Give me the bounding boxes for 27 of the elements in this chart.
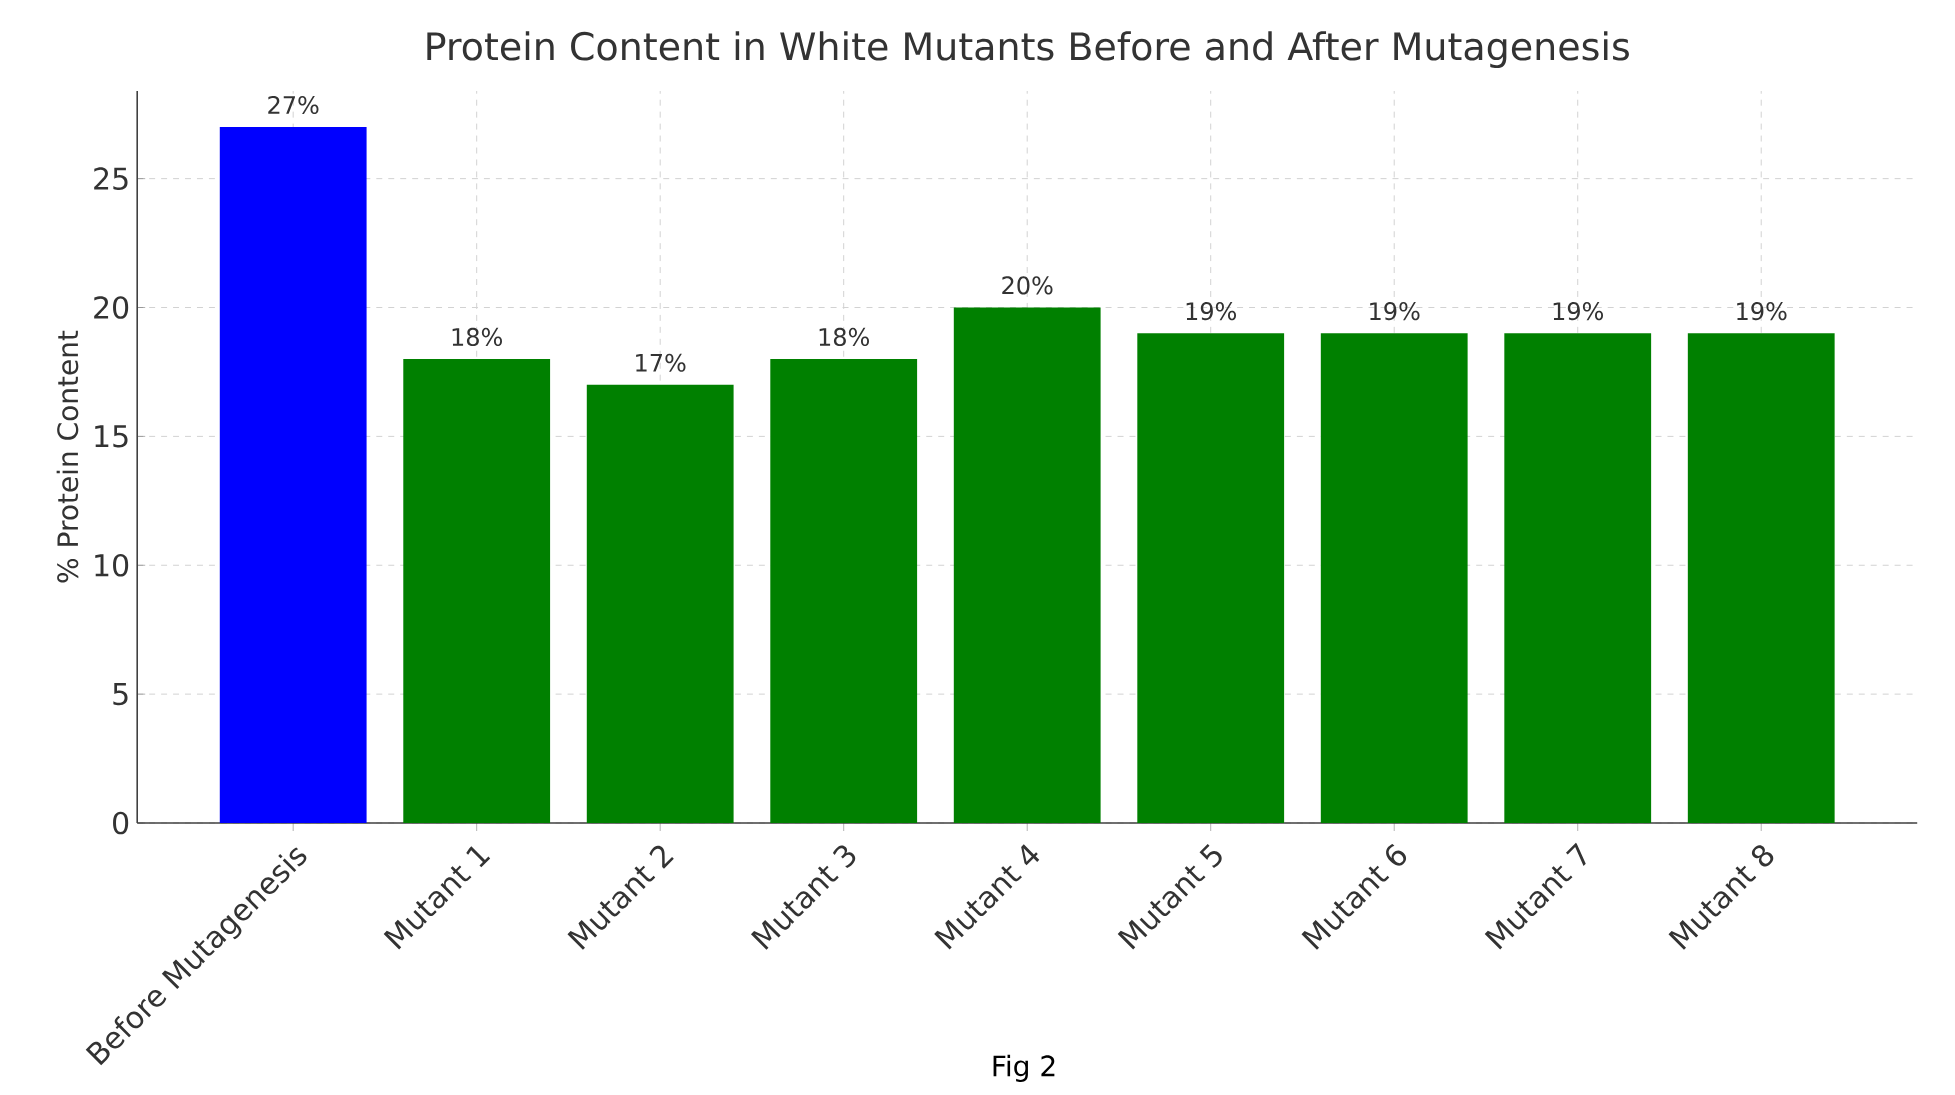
data-label: 27% — [268, 95, 319, 115]
bar — [1687, 333, 1835, 823]
chart-title: Protein Content in White Mutants Before and After Mutagenesis — [427, 31, 1629, 68]
bar — [1137, 333, 1285, 823]
data-label: 19% — [1370, 302, 1420, 321]
caption: Fig 2 — [993, 1054, 1055, 1082]
data-label: 19% — [1186, 302, 1237, 321]
data-label: 20% — [1002, 276, 1053, 295]
y-tick-label: 10 — [95, 553, 129, 577]
y-tick-label: 0 — [113, 811, 129, 835]
bar — [586, 384, 734, 823]
data-label: 18% — [819, 327, 870, 347]
y-axis-title: % Protein Content — [56, 330, 79, 583]
bar — [953, 307, 1101, 823]
bar — [770, 359, 918, 823]
y-tick-label: 15 — [95, 425, 128, 448]
bar — [1320, 333, 1468, 823]
y-tick-label: 20 — [94, 296, 129, 319]
bar — [219, 127, 367, 823]
data-label: 17% — [636, 353, 686, 372]
data-label: 19% — [1737, 302, 1787, 321]
y-tick-label: 25 — [94, 167, 128, 190]
data-label: 18% — [452, 327, 503, 347]
bar — [403, 359, 551, 823]
y-tick-label: 5 — [113, 682, 128, 706]
bar — [1504, 333, 1652, 823]
data-label: 19% — [1553, 302, 1604, 321]
